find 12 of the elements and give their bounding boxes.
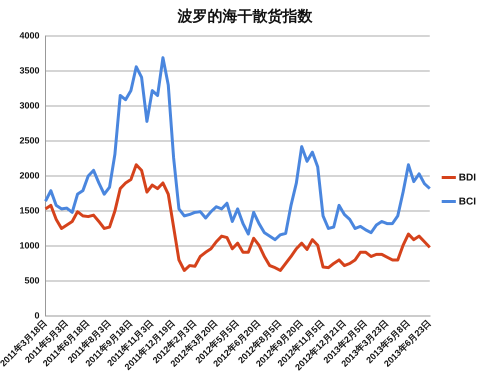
y-tick-label: 2500 (19, 135, 40, 146)
y-tick-label: 0 (34, 310, 40, 320)
chart-title: 波罗的海干散货指数 (176, 8, 314, 26)
y-tick-label: 1000 (19, 240, 40, 250)
legend-label: BDI (458, 172, 476, 184)
y-tick-label: 500 (24, 275, 40, 286)
y-tick-label: 3500 (19, 65, 40, 76)
y-tick-label: 1500 (19, 205, 40, 216)
y-tick-label: 4000 (19, 30, 40, 40)
legend-label: BCI (458, 196, 476, 208)
y-tick-label: 2000 (19, 170, 40, 180)
y-tick-label: 3000 (19, 100, 40, 110)
